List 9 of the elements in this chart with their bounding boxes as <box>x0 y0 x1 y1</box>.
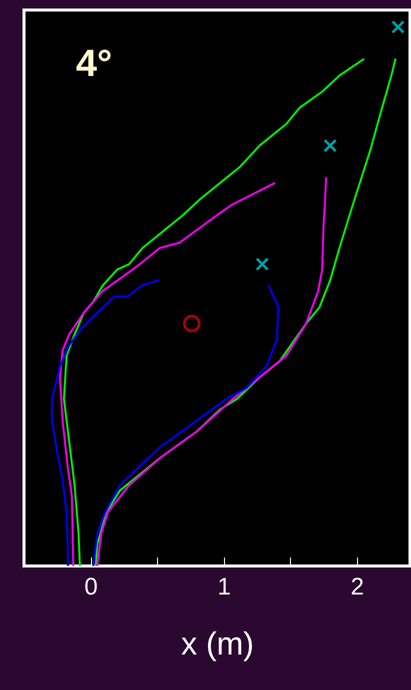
annotation: 4° <box>76 43 112 85</box>
x-tick-label: 2 <box>350 574 364 600</box>
point <box>391 20 405 34</box>
point <box>183 314 200 332</box>
point <box>256 257 269 271</box>
x-axis-title: x (m) <box>181 626 254 662</box>
point <box>323 138 337 152</box>
x-tick-label: 0 <box>84 574 98 600</box>
x-tick-label: 1 <box>217 574 231 600</box>
